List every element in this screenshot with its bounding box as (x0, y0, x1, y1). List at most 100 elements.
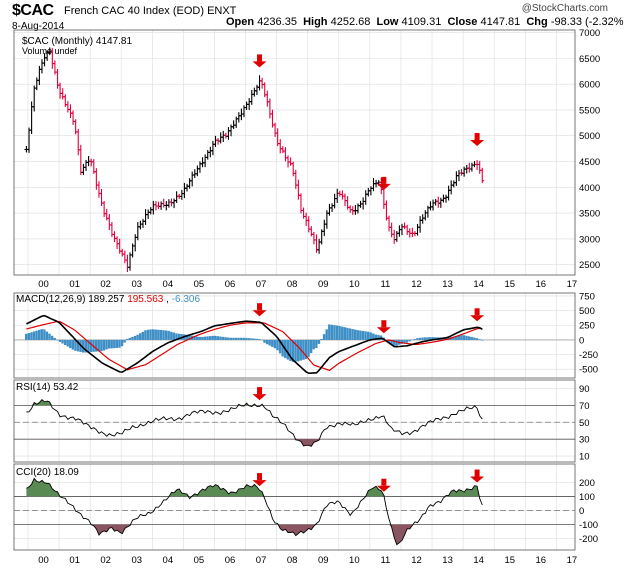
macd-histogram-bar (395, 339, 398, 346)
x-tick-label: 05 (194, 279, 205, 290)
macd-histogram-bar (473, 337, 476, 340)
macd-histogram-bar (221, 336, 225, 340)
macd-histogram-bar (105, 339, 108, 350)
macd-histogram-bar (201, 336, 204, 340)
macd-histogram-bar (43, 329, 46, 340)
ohlc-bar (454, 171, 459, 186)
macd-histogram-bar (25, 333, 28, 340)
ohlc-bar (260, 77, 265, 89)
macd-histogram-bar (426, 337, 429, 340)
x-tick-label: 14 (473, 555, 484, 566)
macd-histogram-bar (66, 339, 69, 347)
macd-histogram-bar (356, 330, 359, 340)
macd-histogram-bar (348, 328, 352, 340)
ohlc-bar (102, 200, 107, 217)
ohlc-bar (200, 157, 205, 168)
y-tick-label: 0 (579, 335, 584, 346)
macd-histogram-bar (400, 339, 403, 344)
x-tick-label: 02 (100, 279, 111, 290)
macd-histogram-bar (71, 339, 75, 350)
ohlc-bar (71, 110, 76, 125)
ohlc-bar (249, 89, 254, 105)
macd-histogram-bar (429, 337, 432, 340)
ohlc-bar (394, 231, 399, 242)
macd-histogram-bar (141, 331, 144, 340)
macd-histogram-bar (480, 339, 484, 341)
ohlc-bar (252, 87, 257, 97)
macd-histogram-bar (37, 329, 41, 340)
x-tick-label: 15 (504, 555, 515, 566)
macd-histogram-bar (94, 339, 98, 352)
ohlc-bar (296, 179, 301, 200)
y-tick-label: 4000 (579, 183, 600, 194)
macd-histogram-bar (211, 335, 214, 340)
panel-border (13, 379, 576, 463)
macd-histogram-bar (317, 339, 321, 344)
y-tick-label: 5000 (579, 131, 600, 142)
macd-histogram-bar (273, 339, 277, 349)
y-tick-label: 500 (579, 306, 595, 317)
ohlc-bar (254, 84, 259, 95)
macd-histogram-bar (470, 336, 473, 340)
macd-histogram-bar (454, 336, 458, 340)
macd-histogram-bar (32, 331, 36, 340)
macd-histogram-bar (84, 339, 88, 353)
ohlc-bar (32, 85, 37, 112)
macd-histogram-bar (320, 339, 323, 340)
macd-histogram-bar (452, 336, 455, 340)
ohlc-bar (76, 128, 81, 156)
ohlc-bar (317, 238, 322, 254)
macd-histogram-bar (372, 333, 375, 340)
macd-histogram-bar (154, 329, 157, 340)
macd-histogram-bar (195, 336, 199, 340)
index-name: French CAC 40 Index (EOD) ENXT (64, 5, 237, 17)
x-tick-label: 09 (318, 279, 329, 290)
macd-histogram-bar (296, 339, 300, 362)
ohlc-bar (78, 144, 83, 176)
ohlc-bar (195, 165, 200, 177)
macd-histogram-bar (361, 330, 365, 340)
x-tick-label: 13 (442, 555, 453, 566)
macd-histogram-bar (265, 339, 269, 345)
macd-histogram-bar (418, 337, 422, 340)
macd-histogram-bar (369, 332, 372, 340)
macd-histogram-bar (416, 338, 419, 340)
ohlc-bar (436, 196, 441, 208)
macd-histogram-bar (76, 339, 80, 352)
x-tick-label: 03 (131, 555, 142, 566)
ohlc-bar (205, 150, 210, 160)
y-tick-label: -250 (579, 350, 598, 361)
macd-histogram-bar (294, 339, 297, 362)
macd-histogram-bar (309, 339, 313, 354)
ohlc-bar (68, 104, 73, 118)
rsi-oversold-fill (26, 439, 483, 447)
macd-histogram-bar (193, 336, 196, 340)
ohlc-bar (340, 190, 345, 200)
y-tick-label: 4500 (579, 157, 600, 168)
y-tick-label: 2500 (579, 260, 600, 271)
ohlc-bar (311, 231, 316, 245)
red-arrow-marker (252, 54, 267, 68)
ohlc-bar (190, 171, 195, 187)
macd-histogram-bar (245, 337, 248, 340)
macd-histogram-bar (462, 335, 466, 340)
macd-histogram-bar (240, 337, 243, 340)
y-tick-label: 6000 (579, 80, 600, 91)
macd-histogram-bar (351, 328, 354, 340)
x-tick-label: 08 (287, 555, 298, 566)
macd-histogram-bar (467, 336, 471, 340)
cci-upper-fill (26, 478, 483, 497)
macd-histogram-bar (188, 335, 191, 340)
ohlc-bar (418, 216, 423, 233)
x-tick-label: 07 (256, 279, 267, 290)
ohlc-bar (444, 194, 449, 203)
macd-histogram-bar (214, 335, 217, 340)
ohlc-bar (213, 135, 218, 148)
ohlc-bar (226, 127, 231, 140)
macd-histogram-bar (35, 330, 38, 340)
panel-border (13, 292, 576, 379)
ohlc-bar (399, 223, 404, 236)
y-tick-label: 7000 (579, 28, 600, 39)
macd-histogram-bar (353, 329, 357, 340)
x-tick-label: 16 (536, 279, 547, 290)
